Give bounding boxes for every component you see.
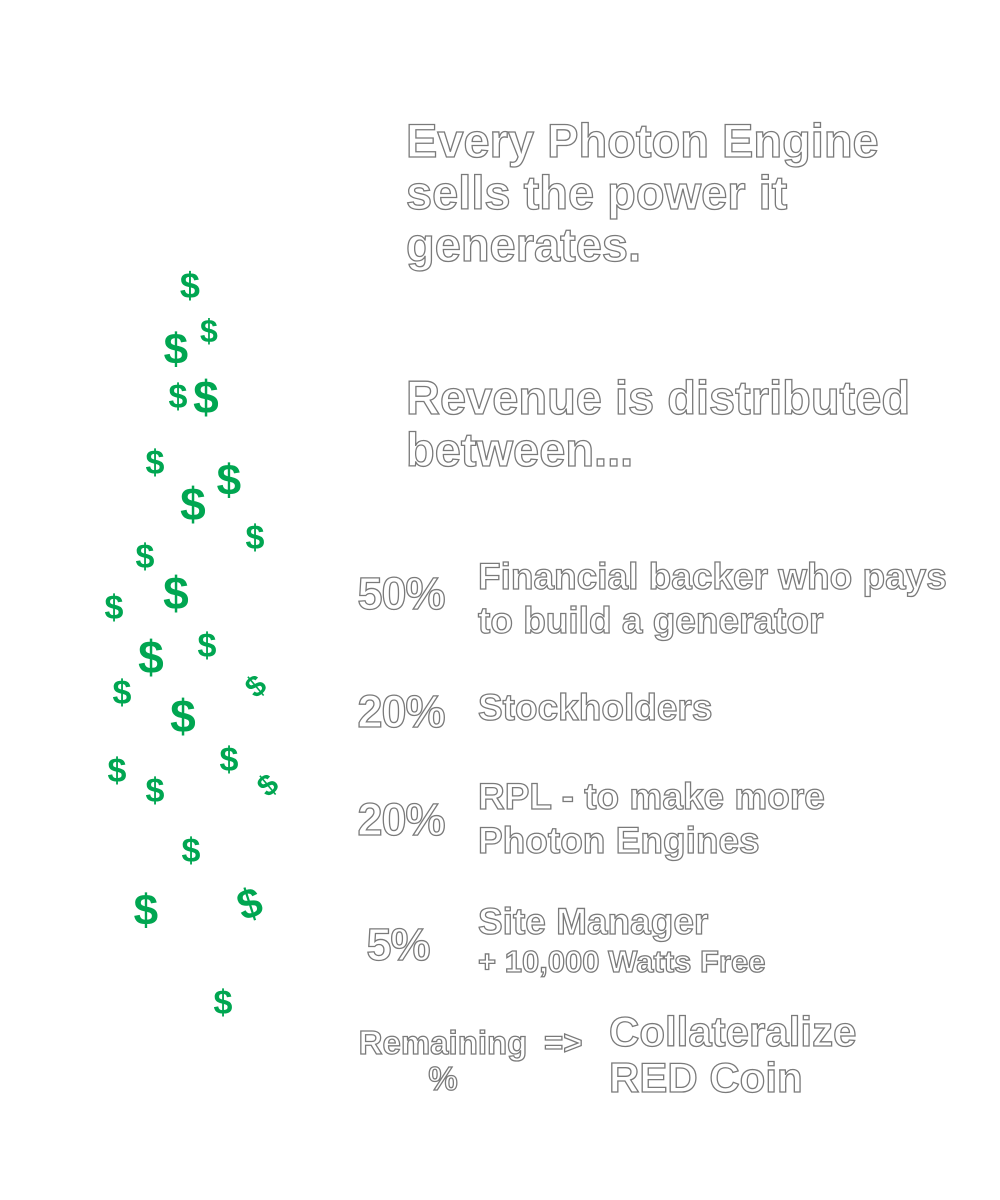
dollar-sign-icon: $ bbox=[238, 668, 273, 705]
remaining-percent-label: Remaining % bbox=[352, 1024, 534, 1097]
percent-rpl: 20% bbox=[357, 793, 446, 845]
dollar-sign-icon: $ bbox=[135, 538, 155, 576]
dollar-sign-icon: $ bbox=[180, 478, 206, 530]
dollar-sign-icon: $ bbox=[133, 886, 159, 935]
dollar-sign-icon: $ bbox=[168, 378, 188, 416]
recipient-rpl-text: RPL - to make more Photon Engines bbox=[477, 775, 825, 861]
remaining-percent-label-text: Remaining % bbox=[358, 1024, 528, 1097]
dollar-sign-icon: $ bbox=[231, 877, 269, 930]
dollar-sign-icon: $ bbox=[104, 589, 124, 627]
headline-revenue-distribution-text: Revenue is distributed between... bbox=[405, 371, 911, 476]
dollar-sign-icon: $ bbox=[170, 690, 196, 742]
dollar-sign-icon: $ bbox=[200, 313, 218, 349]
dollar-sign-icon: $ bbox=[181, 832, 201, 870]
recipient-stockholders: Stockholders bbox=[477, 686, 713, 728]
headline-revenue-distribution: Revenue is distributed between... bbox=[405, 371, 966, 476]
percent-site-manager: 5% bbox=[366, 918, 431, 970]
dollar-sign-icon: $ bbox=[250, 767, 285, 804]
dollar-sign-icon: $ bbox=[197, 627, 217, 665]
dollar-sign-icon: $ bbox=[163, 567, 189, 619]
percent-stockholders: 20% bbox=[357, 685, 446, 737]
dollar-sign-icon: $ bbox=[107, 752, 127, 790]
dollar-sign-icon: $ bbox=[213, 984, 233, 1022]
dollar-sign-icon: $ bbox=[112, 674, 132, 712]
recipient-site-manager: Site Manager + 10,000 Watts Free bbox=[477, 900, 766, 980]
headline-power-sales: Every Photon Engine sells the power it g… bbox=[405, 114, 926, 271]
dollar-sign-icon: $ bbox=[245, 519, 265, 557]
dollar-sign-icon: $ bbox=[145, 444, 165, 482]
recipient-financial-backer-text: Financial backer who pays to build a gen… bbox=[477, 555, 947, 641]
dollar-sign-icon: $ bbox=[219, 741, 239, 779]
collateralize-red-coin-text: Collateralize RED Coin bbox=[608, 1008, 857, 1101]
recipient-financial-backer: Financial backer who pays to build a gen… bbox=[477, 555, 978, 643]
recipient-site-manager-text: Site Manager bbox=[477, 900, 709, 942]
arrow-icon: => bbox=[543, 1024, 583, 1061]
dollar-sign-icon: $ bbox=[145, 772, 165, 810]
dollar-sign-icon: $ bbox=[193, 371, 219, 423]
collateralize-red-coin: Collateralize RED Coin bbox=[608, 1008, 909, 1101]
dollar-sign-icon: $ bbox=[163, 325, 189, 374]
dollar-sign-icon: $ bbox=[138, 631, 164, 683]
recipient-rpl: RPL - to make more Photon Engines bbox=[477, 775, 918, 863]
headline-power-sales-text: Every Photon Engine sells the power it g… bbox=[405, 114, 879, 271]
dollar-sign-icon: $ bbox=[216, 456, 242, 505]
percent-financial-backer: 50% bbox=[357, 567, 446, 619]
site-manager-bonus: + 10,000 Watts Free bbox=[477, 943, 766, 979]
dollar-sign-icon: $ bbox=[179, 265, 200, 306]
